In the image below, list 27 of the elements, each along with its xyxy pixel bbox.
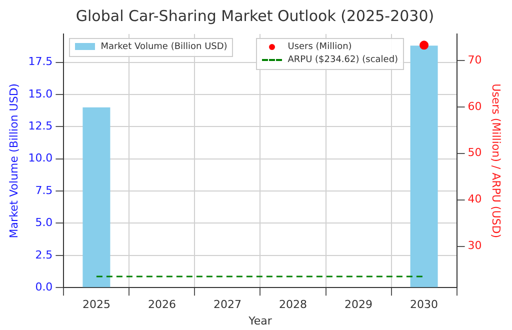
y-tick-label: 10.0: [28, 152, 53, 165]
y2-tick-label: 30: [468, 239, 482, 252]
y-tick-label: 12.5: [28, 120, 53, 133]
y2-tick-label: 50: [468, 146, 482, 160]
x-tick-label: 2025: [82, 298, 110, 312]
y-tick-label: 15.0: [28, 87, 53, 100]
x-tick-label: 2029: [344, 298, 373, 312]
x-tick-label: 2028: [279, 298, 308, 312]
y2-tick-label: 60: [468, 100, 482, 113]
x-axis-title: Year: [248, 314, 272, 328]
y-tick-label: 5.0: [35, 216, 53, 230]
legend-label: Market Volume (Billion USD): [100, 42, 228, 52]
x-tick-label: 2026: [148, 298, 176, 312]
y2-axis-title: Users (Million) / ARPU (USD): [490, 84, 503, 238]
legend-label: Users (Million): [288, 42, 352, 52]
y-tick-label: 17.5: [28, 55, 53, 68]
x-tick-label: 2030: [410, 298, 438, 312]
y-axis-title: Market Volume (Billion USD): [7, 83, 20, 238]
y2-tick-label: 40: [468, 192, 482, 206]
y-tick-label: 7.5: [35, 184, 53, 197]
y-tick-label: 2.5: [35, 248, 53, 262]
legend: Market Volume (Billion USD): [68, 38, 234, 57]
x-tick-label: 2027: [213, 298, 242, 312]
y-tick-label: 0.0: [35, 280, 53, 294]
legend-label: ARPU ($234.62) (scaled): [288, 55, 398, 65]
y2-tick-label: 70: [468, 53, 482, 66]
chart-title: Global Car-Sharing Market Outlook (2025-2030): [76, 6, 434, 25]
